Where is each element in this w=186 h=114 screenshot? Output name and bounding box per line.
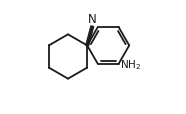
- Text: N: N: [88, 13, 97, 26]
- Text: NH$_2$: NH$_2$: [120, 58, 142, 71]
